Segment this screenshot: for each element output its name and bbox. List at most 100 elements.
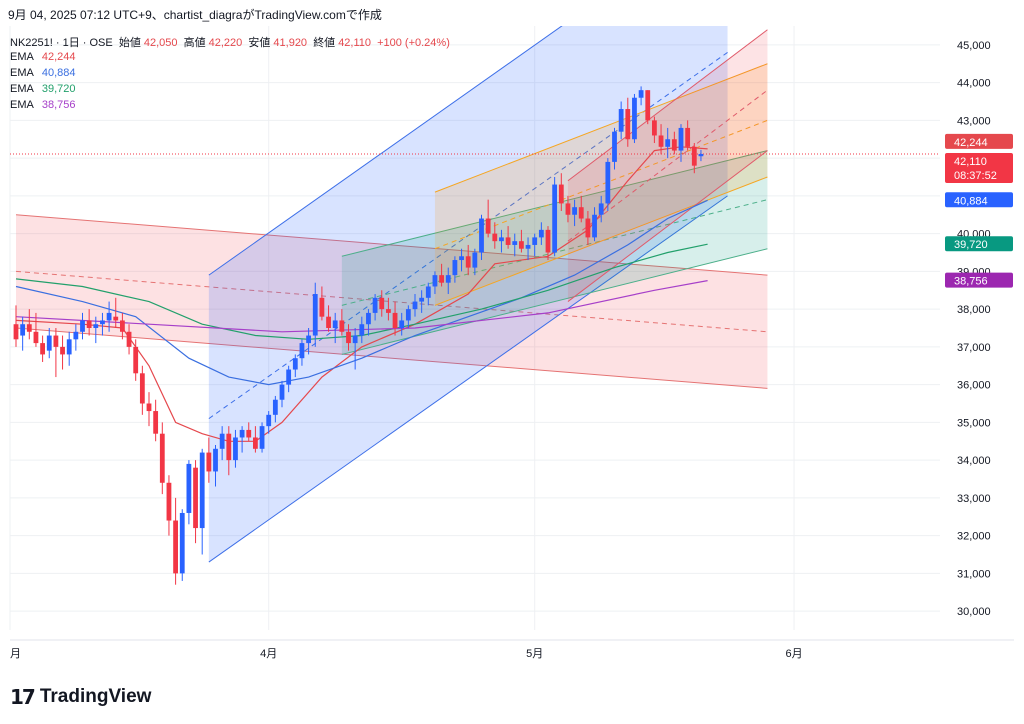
ema-value: 38,756	[41, 99, 76, 111]
candle-body	[219, 433, 225, 449]
candle-body	[120, 320, 125, 332]
candle-body	[618, 109, 624, 132]
candle-body	[86, 320, 92, 328]
candle-body	[499, 237, 504, 242]
y-tick-label: 44,000	[957, 78, 991, 90]
candle-body	[625, 109, 631, 140]
change-value: +100 (+0.24%)	[377, 37, 450, 49]
low-value: 41,920	[273, 37, 308, 49]
candle-body	[319, 297, 325, 317]
candle-body	[405, 309, 411, 321]
x-tick-label: 6月	[785, 648, 802, 660]
ema-label: EMA	[10, 67, 34, 79]
tradingview-logo-icon: 17	[10, 685, 36, 709]
y-tick-label: 32,000	[957, 531, 991, 543]
ema-legend-1[interactable]: EMA 42,244	[10, 51, 76, 63]
candle-body	[299, 343, 305, 359]
candle-body	[286, 369, 292, 385]
candle-body	[46, 335, 52, 351]
price-tag-countdown: 08:37:52	[954, 170, 997, 182]
candle-body	[279, 384, 285, 400]
candle-body	[652, 120, 657, 136]
channel-upper	[567, 29, 768, 182]
candle-body	[166, 482, 172, 521]
ema-legend-3[interactable]: EMA 39,720	[10, 83, 76, 95]
channel-median	[567, 89, 768, 242]
candle-body	[159, 433, 165, 483]
candle-body	[565, 203, 571, 215]
channel-lower	[567, 150, 768, 302]
candle-body	[665, 139, 671, 147]
candle-body	[213, 448, 218, 472]
candle-body	[292, 358, 298, 370]
candle-body	[492, 233, 498, 242]
candle-body	[133, 346, 139, 374]
candle-body	[206, 452, 212, 472]
time-axis[interactable]: 月4月5月6月7月8月9月	[10, 639, 1024, 660]
price-tag-label: 42,244	[954, 137, 988, 149]
candle-body	[412, 301, 418, 310]
candle-body	[272, 399, 278, 415]
high-label: 高値	[183, 37, 206, 49]
ema-label: EMA	[10, 99, 34, 111]
candle-body	[685, 127, 691, 147]
price-tag-label: 39,720	[954, 239, 988, 251]
candle-body	[193, 467, 198, 529]
candle-body	[452, 260, 458, 276]
price-axis[interactable]: 30,000 31,000 32,000 33,000 34,000 35,000 36,0…	[957, 40, 991, 618]
candle-body	[33, 331, 39, 344]
candle-body	[20, 324, 26, 336]
candle-body	[226, 433, 232, 461]
candle-body	[379, 297, 385, 310]
channel-upper	[208, 26, 563, 276]
y-tick-label: 33,000	[957, 493, 991, 505]
candle-body	[578, 207, 584, 219]
candle-body	[445, 275, 451, 283]
candle-body	[199, 452, 205, 529]
candle-body	[425, 286, 431, 298]
price-tag	[945, 152, 1013, 183]
ema-legend-4[interactable]: EMA 38,756	[10, 99, 76, 111]
candle-body	[366, 312, 371, 325]
candle-body	[153, 411, 159, 434]
candle-body	[525, 244, 531, 249]
price-tags: 42,244 42,110 08:37:52 40,884 39,720 38,756	[945, 133, 1013, 288]
y-tick-label: 43,000	[957, 115, 991, 127]
y-tick-label: 35,000	[957, 417, 991, 429]
candle-body	[632, 97, 637, 140]
candle-body	[598, 203, 604, 215]
candle-body	[53, 335, 59, 347]
ema-legend-2[interactable]: EMA 40,884	[10, 67, 76, 79]
close-label: 終値	[313, 37, 336, 49]
channel-fill	[434, 63, 768, 306]
x-tick-label: 5月	[526, 648, 543, 660]
channel-lower	[208, 195, 728, 563]
candle-body	[519, 241, 524, 249]
symbol-name[interactable]: NK2251! · 1日 · OSE	[10, 37, 113, 49]
high-value: 42,220	[208, 37, 243, 49]
candle-body	[605, 161, 611, 204]
candle-body	[100, 320, 105, 325]
x-tick-label: 月	[10, 648, 21, 660]
candle-body	[538, 229, 544, 238]
candle-body	[439, 275, 444, 283]
candle-body	[332, 320, 338, 328]
candle-body	[239, 429, 245, 438]
x-tick-label: 4月	[260, 648, 277, 660]
candle-body	[126, 331, 132, 347]
candle-body	[26, 324, 32, 332]
candle-body	[552, 184, 558, 253]
candle-body	[266, 414, 272, 427]
candle-body	[13, 324, 19, 340]
channel-fill	[16, 214, 768, 389]
candles	[13, 86, 704, 585]
candle-body	[139, 373, 145, 404]
candle-body	[545, 229, 551, 253]
candle-body	[585, 218, 591, 238]
candle-body	[572, 207, 577, 215]
price-tag	[945, 236, 1013, 252]
candle-body	[512, 241, 518, 245]
tradingview-logo[interactable]: 17 TradingView	[10, 684, 151, 710]
candle-body	[592, 214, 597, 238]
